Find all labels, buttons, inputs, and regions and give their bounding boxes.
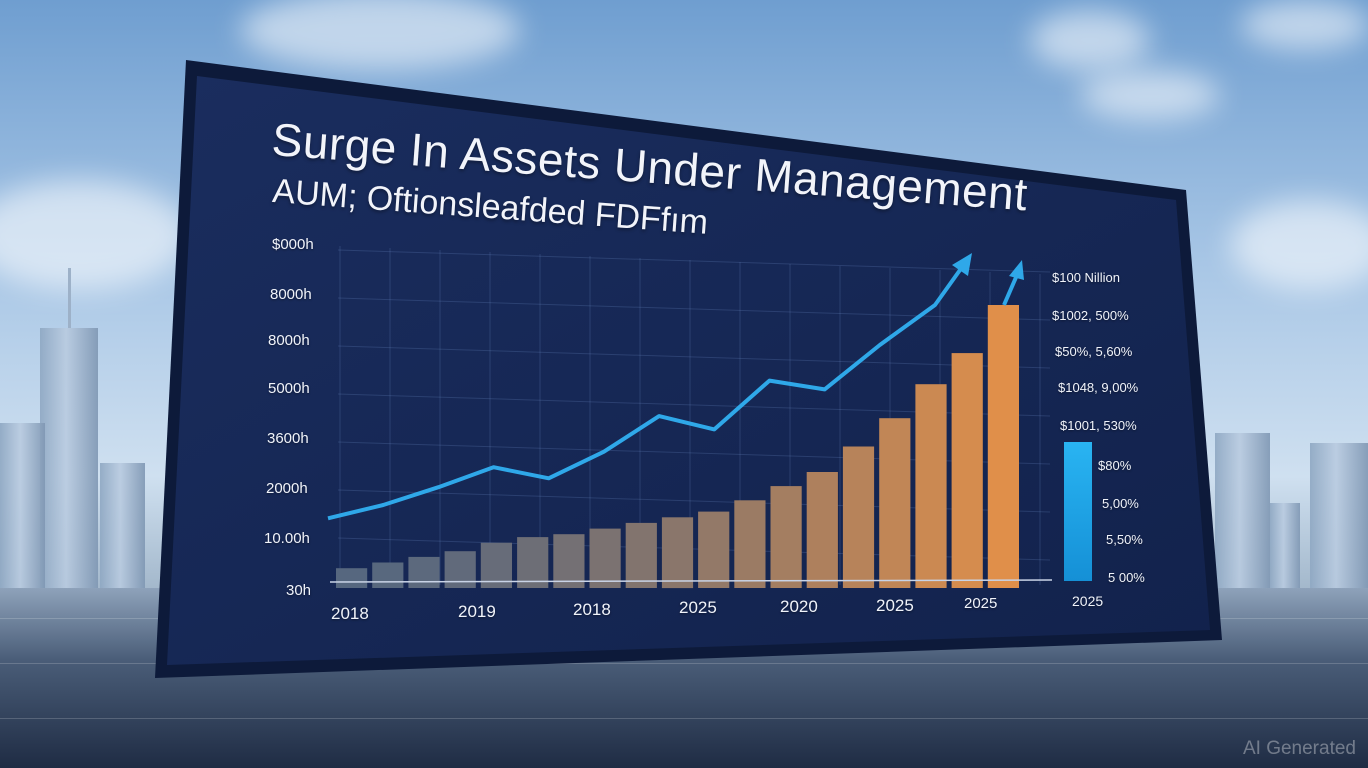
y-tick-label: 30h xyxy=(286,582,312,599)
bar xyxy=(444,551,476,588)
secondary-arrow-icon xyxy=(1009,260,1024,280)
bar xyxy=(336,568,368,588)
bar xyxy=(698,511,730,588)
x-tick-label: 2025 xyxy=(964,595,998,612)
bar xyxy=(915,384,947,588)
panel-face xyxy=(167,76,1210,665)
grid-line-horizontal xyxy=(337,345,1051,369)
y-tick-label: 8000h xyxy=(270,286,312,303)
floor-seam xyxy=(0,663,1368,664)
building xyxy=(1310,443,1368,593)
accent-bar xyxy=(1064,442,1092,581)
building xyxy=(1215,433,1270,593)
x-tick-label: 2025 xyxy=(679,598,717,617)
bar xyxy=(879,418,911,588)
right-value-label: 5,50% xyxy=(1106,532,1143,547)
bar xyxy=(553,534,585,588)
bar-series xyxy=(336,305,1019,589)
bar xyxy=(661,517,694,589)
bar xyxy=(770,486,802,588)
trend-line xyxy=(327,268,962,521)
right-value-label: $1002, 500% xyxy=(1052,308,1129,323)
cloud xyxy=(1030,10,1150,70)
y-tick-label: 2000h xyxy=(266,480,308,497)
cloud xyxy=(1240,0,1368,50)
building xyxy=(1270,503,1300,593)
bar xyxy=(806,472,838,588)
bar xyxy=(480,542,512,588)
right-value-label: $100 Nillion xyxy=(1052,270,1120,285)
bar xyxy=(987,305,1019,588)
y-tick-label: 10.00h xyxy=(264,530,310,547)
cloud xyxy=(0,180,190,290)
bar xyxy=(951,353,983,588)
y-tick-label: $000h xyxy=(272,236,314,253)
right-value-label: $50%, 5,60% xyxy=(1055,344,1133,359)
x-tick-label: 2025 xyxy=(876,596,914,615)
x-tick-label: 2018 xyxy=(331,604,369,623)
building xyxy=(100,463,145,593)
x-axis-line xyxy=(329,579,1053,583)
y-tick-label: 3600h xyxy=(267,430,309,447)
right-value-label: $1048, 9,00% xyxy=(1058,380,1139,395)
bar xyxy=(408,556,440,588)
bar xyxy=(734,500,766,588)
right-value-label: 5 00% xyxy=(1108,570,1145,585)
x-tick-label: 2020 xyxy=(780,597,818,616)
grid-line-horizontal xyxy=(337,297,1051,321)
building xyxy=(0,423,45,593)
grid-line-horizontal xyxy=(337,249,1051,273)
secondary-trend-line xyxy=(1002,274,1019,306)
bar xyxy=(589,528,621,588)
skyscraper-spire xyxy=(68,268,71,328)
x-tick-label: 2025 xyxy=(1072,593,1104,609)
x-tick-label: 2018 xyxy=(573,600,611,619)
trend-arrow-icon xyxy=(952,253,972,276)
right-value-label: $80% xyxy=(1098,458,1132,473)
bar xyxy=(517,537,549,588)
skyscraper xyxy=(40,328,98,593)
y-tick-label: 8000h xyxy=(268,332,310,349)
cloud xyxy=(1230,200,1368,290)
bar xyxy=(625,522,657,588)
floor-seam xyxy=(0,718,1368,719)
bar xyxy=(372,562,404,588)
x-tick-label: 2019 xyxy=(458,602,496,621)
right-value-label: $1001, 530% xyxy=(1060,418,1137,433)
cloud xyxy=(240,0,520,70)
bar xyxy=(842,446,875,588)
y-tick-label: 5000h xyxy=(268,380,310,397)
ai-generated-watermark: AI Generated xyxy=(1242,738,1356,759)
cloud xyxy=(1080,70,1220,120)
right-value-label: 5,00% xyxy=(1102,496,1139,511)
